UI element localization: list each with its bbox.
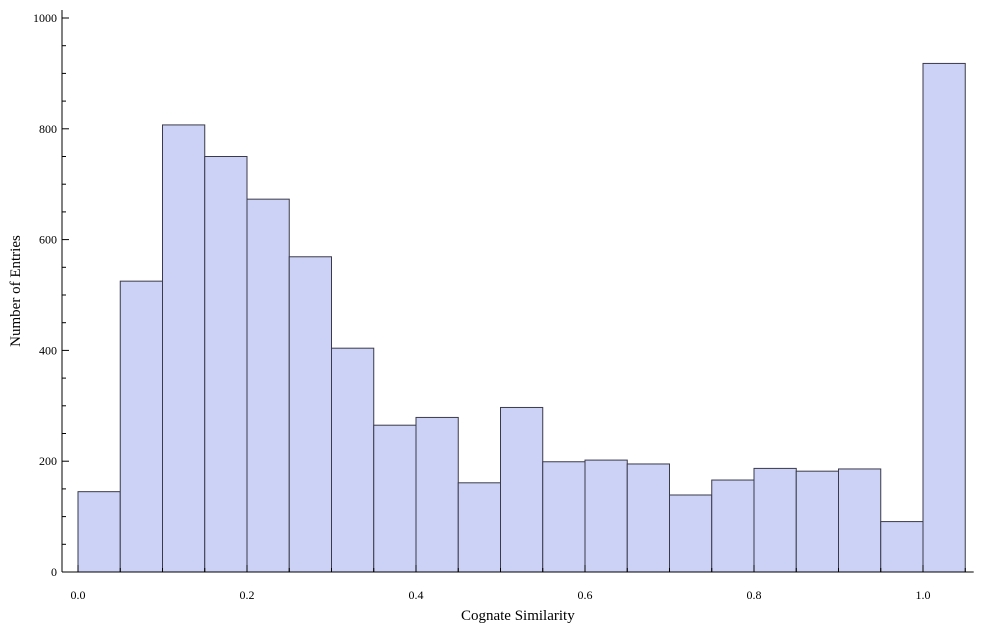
y-ticks-group: 0 200 400 600 800 1000 bbox=[33, 11, 69, 579]
y-tick-label: 400 bbox=[39, 343, 57, 357]
histogram-bar-7 bbox=[373, 424, 417, 573]
histogram-bar-4 bbox=[246, 198, 290, 573]
x-tick-label: 1.0 bbox=[916, 588, 931, 602]
x-axis-title: Cognate Similarity bbox=[461, 608, 575, 624]
y-tick-label: 1000 bbox=[33, 11, 57, 25]
histogram-bar-5 bbox=[288, 256, 332, 573]
histogram-bar-0 bbox=[77, 491, 121, 573]
y-tick-label: 0 bbox=[51, 565, 57, 579]
x-ticks-group: 0.0 0.2 0.4 0.6 0.8 1.0 bbox=[71, 565, 966, 602]
histogram-bar-10 bbox=[500, 406, 544, 573]
bars-group bbox=[77, 62, 966, 573]
histogram-bar-6 bbox=[331, 347, 375, 573]
histogram-bar-1 bbox=[119, 280, 163, 573]
histogram-bar-20 bbox=[922, 62, 966, 573]
histogram-bar-15 bbox=[711, 479, 755, 573]
y-tick-label: 200 bbox=[39, 454, 57, 468]
histogram-bar-8 bbox=[415, 416, 459, 573]
y-tick-label: 800 bbox=[39, 122, 57, 136]
histogram-bar-11 bbox=[542, 461, 586, 573]
x-tick-label: 0.4 bbox=[409, 588, 424, 602]
x-tick-label: 0.8 bbox=[747, 588, 762, 602]
x-tick-label: 0.6 bbox=[578, 588, 593, 602]
y-tick-label: 600 bbox=[39, 233, 57, 247]
y-axis-title: Number of Entries bbox=[8, 235, 24, 347]
histogram-bar-16 bbox=[753, 467, 797, 573]
histogram-bar-18 bbox=[838, 468, 882, 573]
histogram-bar-3 bbox=[204, 156, 248, 573]
histogram-bar-9 bbox=[457, 482, 501, 573]
histogram-bar-2 bbox=[162, 124, 206, 573]
x-tick-label: 0.2 bbox=[240, 588, 255, 602]
histogram-bar-13 bbox=[626, 463, 670, 573]
histogram-bar-19 bbox=[880, 521, 924, 573]
histogram-bar-12 bbox=[584, 459, 628, 573]
x-tick-label: 0.0 bbox=[71, 588, 86, 602]
histogram-bar-14 bbox=[669, 494, 713, 573]
histogram-bar-17 bbox=[795, 470, 839, 573]
